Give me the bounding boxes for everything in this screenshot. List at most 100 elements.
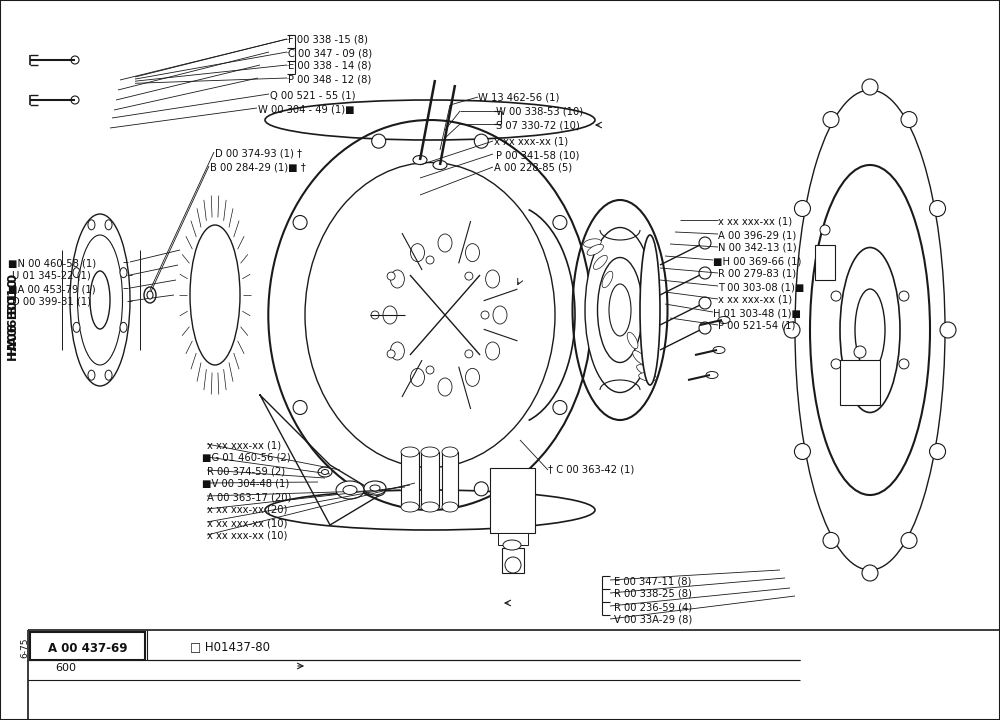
Circle shape bbox=[940, 322, 956, 338]
Ellipse shape bbox=[587, 244, 603, 256]
Circle shape bbox=[699, 297, 711, 309]
Ellipse shape bbox=[585, 228, 655, 392]
Ellipse shape bbox=[343, 485, 357, 495]
Text: W 00 338-53 (10): W 00 338-53 (10) bbox=[496, 107, 583, 117]
Text: x xx xxx-xx (10): x xx xxx-xx (10) bbox=[207, 531, 287, 541]
Ellipse shape bbox=[322, 469, 328, 474]
Ellipse shape bbox=[179, 195, 251, 395]
Ellipse shape bbox=[88, 220, 95, 230]
Ellipse shape bbox=[706, 372, 718, 379]
Circle shape bbox=[930, 200, 946, 217]
Circle shape bbox=[372, 482, 386, 496]
Circle shape bbox=[387, 350, 395, 358]
Circle shape bbox=[831, 291, 841, 301]
Circle shape bbox=[823, 533, 839, 549]
Ellipse shape bbox=[602, 271, 613, 288]
Ellipse shape bbox=[486, 342, 500, 360]
Circle shape bbox=[699, 322, 711, 334]
Text: HA06 B01.0: HA06 B01.0 bbox=[7, 274, 21, 356]
Ellipse shape bbox=[633, 351, 647, 364]
Text: D 00 399-31 (1): D 00 399-31 (1) bbox=[12, 297, 91, 307]
Ellipse shape bbox=[73, 268, 80, 278]
Circle shape bbox=[372, 134, 386, 148]
Text: R 00 236-59 (4): R 00 236-59 (4) bbox=[614, 602, 692, 612]
Text: P 00 348 - 12 (8): P 00 348 - 12 (8) bbox=[288, 74, 371, 84]
Circle shape bbox=[901, 112, 917, 127]
Bar bbox=[498, 533, 528, 545]
Text: x xx xxx-xx (1): x xx xxx-xx (1) bbox=[494, 137, 568, 147]
Ellipse shape bbox=[105, 370, 112, 380]
Text: R 00 338-25 (8): R 00 338-25 (8) bbox=[614, 589, 692, 599]
Circle shape bbox=[293, 215, 307, 230]
Ellipse shape bbox=[780, 75, 960, 585]
Text: P 00 341-58 (10): P 00 341-58 (10) bbox=[496, 150, 579, 160]
Ellipse shape bbox=[401, 447, 419, 457]
Text: E 00 347-11 (8): E 00 347-11 (8) bbox=[614, 576, 691, 586]
Text: x xx xxx-xx (1): x xx xxx-xx (1) bbox=[718, 216, 792, 226]
Text: ■H 00 369-66 (1): ■H 00 369-66 (1) bbox=[713, 256, 801, 266]
Circle shape bbox=[794, 444, 810, 459]
Circle shape bbox=[71, 96, 79, 104]
Circle shape bbox=[899, 291, 909, 301]
Text: † C 00 363-42 (1): † C 00 363-42 (1) bbox=[548, 465, 634, 475]
Ellipse shape bbox=[60, 185, 140, 415]
Ellipse shape bbox=[442, 502, 458, 512]
Text: H 01 303-48 (1)■: H 01 303-48 (1)■ bbox=[713, 308, 801, 318]
Text: HA06 B01.0: HA06 B01.0 bbox=[7, 279, 21, 361]
Ellipse shape bbox=[88, 370, 95, 380]
Bar bbox=[840, 360, 880, 405]
Text: □ H01437-80: □ H01437-80 bbox=[190, 641, 270, 654]
Text: S 07 330-72 (10): S 07 330-72 (10) bbox=[496, 120, 580, 130]
Ellipse shape bbox=[442, 447, 458, 457]
Ellipse shape bbox=[401, 502, 419, 512]
Ellipse shape bbox=[620, 312, 629, 330]
Text: x xx xxx-xx (20): x xx xxx-xx (20) bbox=[207, 505, 287, 515]
Ellipse shape bbox=[840, 248, 900, 413]
Ellipse shape bbox=[598, 258, 642, 362]
Ellipse shape bbox=[466, 369, 480, 387]
Text: A 00 363-17 (20): A 00 363-17 (20) bbox=[207, 492, 291, 502]
Circle shape bbox=[293, 400, 307, 415]
Circle shape bbox=[854, 346, 866, 358]
Ellipse shape bbox=[90, 271, 110, 329]
Ellipse shape bbox=[609, 284, 631, 336]
Ellipse shape bbox=[305, 140, 595, 490]
Ellipse shape bbox=[147, 291, 153, 299]
Ellipse shape bbox=[370, 485, 380, 491]
Ellipse shape bbox=[433, 161, 447, 169]
Text: R 00 279-83 (1): R 00 279-83 (1) bbox=[718, 269, 796, 279]
Ellipse shape bbox=[318, 467, 332, 477]
Circle shape bbox=[465, 350, 473, 358]
Text: P 00 521-54 (1): P 00 521-54 (1) bbox=[718, 321, 795, 331]
Bar bbox=[30, 632, 145, 660]
Text: Q 00 521 - 55 (1): Q 00 521 - 55 (1) bbox=[270, 90, 356, 100]
Text: ■V 00 304-48 (1): ■V 00 304-48 (1) bbox=[202, 479, 289, 489]
Circle shape bbox=[862, 565, 878, 581]
Ellipse shape bbox=[640, 235, 660, 385]
Ellipse shape bbox=[593, 256, 607, 269]
Ellipse shape bbox=[810, 165, 930, 495]
Text: 6-75: 6-75 bbox=[20, 638, 30, 658]
Text: R 00 374-59 (2): R 00 374-59 (2) bbox=[207, 466, 285, 476]
Circle shape bbox=[371, 311, 379, 319]
Ellipse shape bbox=[120, 268, 127, 278]
Ellipse shape bbox=[364, 481, 386, 495]
Ellipse shape bbox=[265, 117, 595, 513]
Ellipse shape bbox=[120, 323, 127, 333]
Bar bbox=[0, 0, 28, 630]
Text: ■N 00 460-58 (1): ■N 00 460-58 (1) bbox=[8, 258, 96, 268]
Text: A 00 228-85 (5): A 00 228-85 (5) bbox=[494, 163, 572, 173]
Ellipse shape bbox=[503, 540, 521, 550]
Ellipse shape bbox=[413, 156, 427, 164]
Ellipse shape bbox=[305, 163, 555, 467]
Ellipse shape bbox=[713, 346, 725, 354]
Ellipse shape bbox=[355, 192, 535, 438]
Ellipse shape bbox=[855, 289, 885, 371]
Ellipse shape bbox=[411, 369, 424, 387]
Ellipse shape bbox=[584, 239, 601, 247]
Text: T 00 303-08 (1)■: T 00 303-08 (1)■ bbox=[718, 282, 804, 292]
Circle shape bbox=[387, 272, 395, 280]
Ellipse shape bbox=[466, 243, 480, 261]
Ellipse shape bbox=[265, 490, 595, 530]
Text: N 00 342-13 (1): N 00 342-13 (1) bbox=[718, 243, 797, 253]
